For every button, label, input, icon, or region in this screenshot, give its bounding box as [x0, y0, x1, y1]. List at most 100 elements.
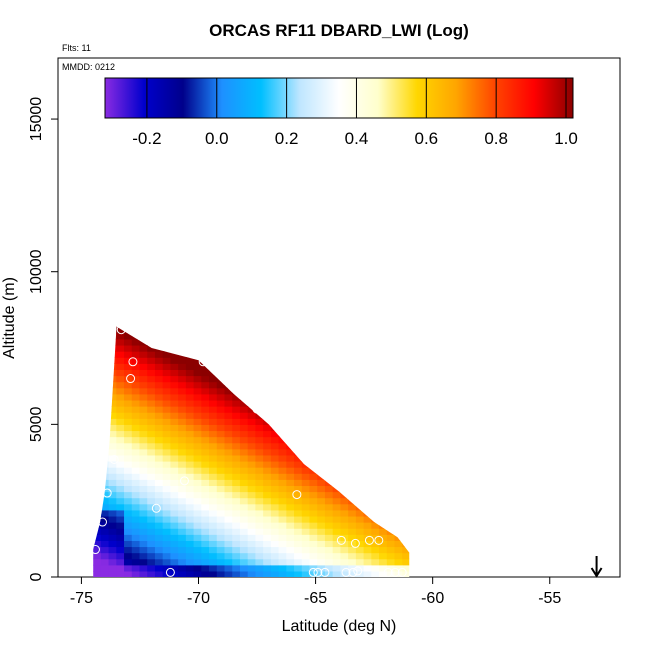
- heatmap-cell: [332, 418, 342, 425]
- heatmap-cell: [317, 436, 326, 444]
- heatmap-cell: [410, 546, 418, 553]
- heatmap-cell: [270, 454, 280, 462]
- heatmap-cell: [139, 406, 148, 413]
- heatmap-cell: [224, 418, 233, 425]
- heatmap-cell: [170, 332, 179, 340]
- heatmap-cell: [371, 436, 380, 444]
- heatmap-cell: [394, 448, 403, 456]
- heatmap-cell: [317, 534, 326, 541]
- heatmap-cell: [108, 485, 117, 493]
- heatmap-cell: [286, 412, 295, 419]
- heatmap-cell: [324, 387, 334, 395]
- heatmap-cell: [410, 430, 418, 437]
- heatmap-cell: [239, 442, 249, 450]
- heatmap-cell: [402, 326, 410, 334]
- y-tick-label: 5000: [28, 406, 45, 442]
- heatmap-cell: [116, 564, 125, 572]
- heatmap-cell: [239, 406, 249, 413]
- heatmap-cell: [418, 498, 426, 505]
- heatmap-cell: [402, 497, 410, 505]
- heatmap-cell: [301, 522, 311, 529]
- heatmap-cell: [108, 436, 117, 444]
- heatmap-cell: [278, 357, 287, 364]
- heatmap-cell: [124, 363, 133, 370]
- heatmap-cell: [309, 351, 318, 358]
- heatmap-cell: [201, 534, 210, 541]
- heatmap-cell: [124, 460, 133, 468]
- heatmap-cell: [116, 442, 125, 450]
- heatmap-cell: [147, 393, 156, 401]
- heatmap-cell: [139, 467, 148, 474]
- heatmap-cell: [147, 363, 156, 370]
- heatmap-cell: [263, 436, 272, 444]
- heatmap-cell: [178, 424, 187, 432]
- heatmap-cell: [363, 393, 372, 401]
- heatmap-cell: [147, 326, 156, 328]
- heatmap-cell: [124, 424, 133, 432]
- heatmap-cell: [363, 467, 372, 474]
- heatmap-cell: [162, 381, 171, 389]
- heatmap-cell: [209, 540, 218, 548]
- heatmap-cell: [108, 552, 117, 560]
- heatmap-cell: [100, 497, 110, 505]
- heatmap-cell: [286, 357, 295, 364]
- heatmap-cell: [270, 534, 280, 541]
- heatmap-cell: [239, 540, 249, 548]
- heatmap-cell: [301, 534, 311, 541]
- heatmap-cell: [394, 522, 403, 529]
- sample-point: [341, 567, 351, 577]
- heatmap-cell: [301, 540, 311, 548]
- heatmap-cell: [93, 454, 102, 462]
- heatmap-cell: [193, 485, 202, 493]
- heatmap-cell: [379, 430, 388, 438]
- heatmap-cell: [224, 515, 233, 523]
- heatmap-cell: [402, 406, 410, 413]
- heatmap-cell: [278, 436, 287, 444]
- heatmap-cell: [162, 491, 171, 499]
- heatmap-cell: [394, 552, 403, 560]
- heatmap-cell: [116, 460, 125, 468]
- heatmap-cell: [124, 418, 133, 425]
- heatmap-cell: [170, 430, 179, 438]
- heatmap-cell: [263, 546, 272, 554]
- heatmap-cell: [294, 485, 303, 493]
- heatmap-cell: [224, 375, 233, 383]
- heatmap-cell: [324, 442, 334, 450]
- heatmap-cell: [363, 436, 372, 444]
- heatmap-cell: [348, 534, 357, 541]
- heatmap-cell: [309, 454, 318, 462]
- heatmap-cell: [201, 332, 210, 340]
- heatmap-cell: [185, 430, 195, 438]
- heatmap-cell: [201, 424, 210, 432]
- heatmap-cell: [224, 473, 233, 480]
- heatmap-cell: [209, 534, 218, 541]
- heatmap-cell: [348, 497, 357, 505]
- heatmap-cell: [216, 369, 226, 377]
- heatmap-cell: [170, 326, 179, 334]
- heatmap-cell: [154, 448, 164, 456]
- heatmap-cell: [255, 522, 264, 529]
- heatmap-cell: [324, 344, 334, 352]
- heatmap-cell: [108, 467, 117, 474]
- heatmap-cell: [224, 326, 233, 328]
- heatmap-cell: [379, 485, 388, 493]
- sample-point: [320, 567, 330, 577]
- heatmap-cell: [355, 522, 365, 529]
- heatmap-cell: [216, 357, 226, 364]
- heatmap-cell: [255, 363, 264, 370]
- heatmap-cell: [100, 399, 110, 407]
- heatmap-cell: [270, 424, 280, 432]
- heatmap-cell: [147, 369, 156, 377]
- heatmap-cell: [317, 528, 326, 535]
- heatmap-cell: [131, 491, 141, 499]
- heatmap-cell: [402, 522, 410, 529]
- heatmap-cell: [371, 497, 380, 505]
- heatmap-cell: [178, 454, 187, 462]
- y-tick-label: 0: [28, 572, 45, 581]
- heatmap-cell: [309, 393, 318, 401]
- heatmap-cell: [410, 510, 418, 517]
- heatmap-cell: [309, 522, 318, 529]
- colorbar-tick-label: 0.8: [484, 129, 508, 148]
- heatmap-cell: [178, 503, 187, 511]
- heatmap-cell: [116, 338, 125, 346]
